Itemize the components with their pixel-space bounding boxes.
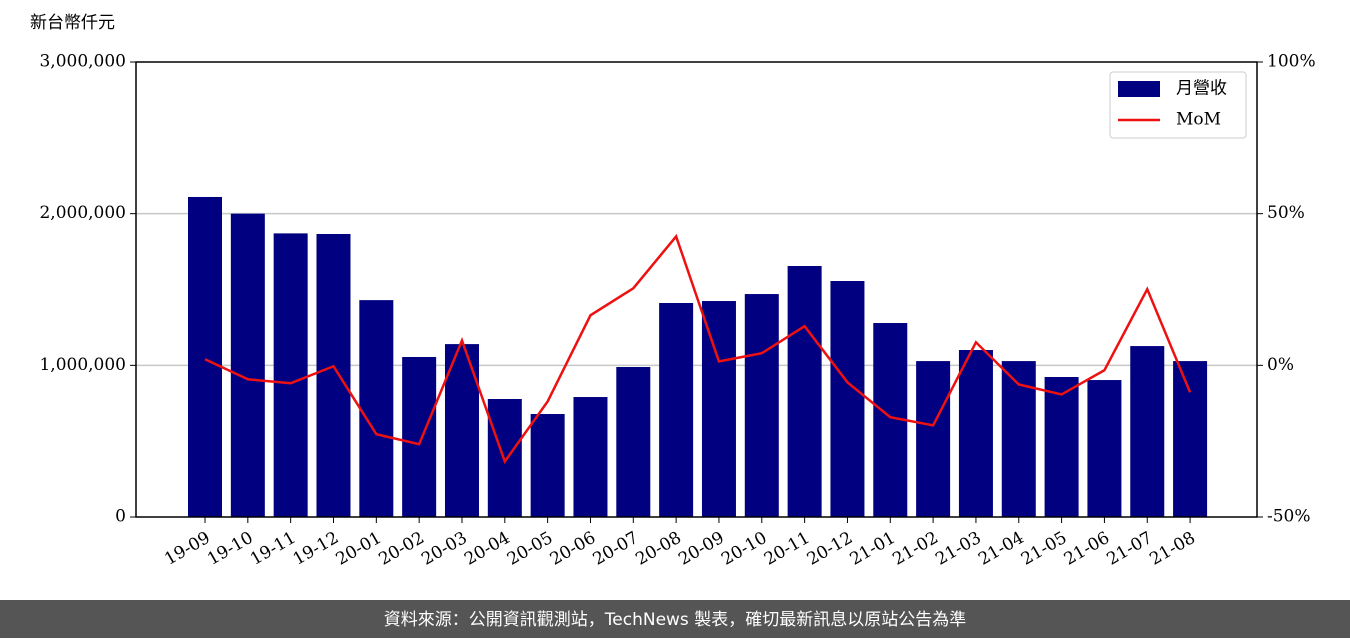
- line: [204, 233, 1192, 465]
- x-tick-label: 19-10: [204, 528, 256, 570]
- bar: [273, 233, 308, 517]
- x-tick-label: 21-06: [1061, 528, 1113, 570]
- legend-swatch: [1118, 81, 1160, 97]
- x-tick-label: 19-11: [247, 528, 299, 570]
- x-tick-label: 21-02: [889, 528, 941, 570]
- bar: [616, 367, 651, 517]
- x-tick-label: 20-05: [504, 528, 556, 570]
- bar: [701, 301, 736, 517]
- x-tick-label: 21-04: [975, 528, 1027, 570]
- y2-tick-label: 100%: [1267, 52, 1316, 72]
- x-tick-label: 21-03: [932, 528, 984, 570]
- bar: [402, 356, 437, 517]
- x-tick-label: 21-05: [1018, 528, 1070, 570]
- y2-tick-label: 0%: [1267, 355, 1294, 375]
- y-axis-label: 新台幣仟元: [30, 13, 115, 33]
- footer: [0, 600, 1350, 638]
- x-tick-label: 20-08: [632, 528, 684, 570]
- x-tick-label: 20-02: [375, 528, 427, 570]
- bar: [744, 294, 779, 517]
- x-tick-label: 21-07: [1104, 528, 1156, 570]
- bar: [316, 233, 351, 518]
- bar: [659, 302, 694, 517]
- legend: 月營收 MoM: [1109, 71, 1247, 139]
- y-tick-label: 2,000,000: [39, 203, 126, 223]
- bar: [573, 397, 608, 517]
- bar: [1130, 346, 1165, 517]
- bar: [530, 414, 565, 517]
- x-tick-label: 21-08: [1146, 528, 1198, 570]
- y2-tick-label: -50%: [1267, 507, 1311, 527]
- x-tick-label: 20-11: [761, 528, 813, 570]
- x-tick-label: 20-03: [418, 528, 470, 570]
- legend-label: MoM: [1176, 110, 1221, 130]
- bar: [916, 361, 951, 517]
- y-tick-label: 3,000,000: [39, 52, 126, 72]
- x-tick-label: 20-06: [547, 528, 599, 570]
- y-tick-label: 0: [115, 507, 126, 527]
- source: 資料來源：公開資訊觀測站，TechNews 製表，確切最新訊息以原站公告為準: [384, 610, 966, 630]
- plot-frame: [135, 61, 1258, 518]
- x-tick-label: 20-04: [461, 528, 513, 570]
- bar: [1044, 377, 1079, 517]
- y2-tick-label: 50%: [1267, 203, 1305, 223]
- bar: [1173, 361, 1208, 517]
- x-tick-label: 20-09: [675, 528, 727, 570]
- x-tick-label: 21-01: [847, 528, 899, 570]
- x-tick-label: 19-09: [161, 528, 213, 570]
- x-tick-label: 20-12: [804, 528, 856, 570]
- bar: [230, 213, 265, 517]
- bar: [188, 196, 222, 517]
- y-tick-label: 1,000,000: [39, 355, 126, 375]
- legend-label: 月營收: [1176, 79, 1227, 99]
- bar: [1087, 380, 1122, 517]
- x-tick-label: 19-12: [290, 528, 342, 570]
- bar: [787, 265, 822, 517]
- bar: [830, 281, 865, 517]
- x-tick-label: 20-01: [333, 528, 385, 570]
- x-tick-label: 20-07: [590, 528, 642, 570]
- x-tick-label: 20-10: [718, 528, 770, 570]
- bar: [359, 300, 394, 517]
- bar: [958, 350, 993, 517]
